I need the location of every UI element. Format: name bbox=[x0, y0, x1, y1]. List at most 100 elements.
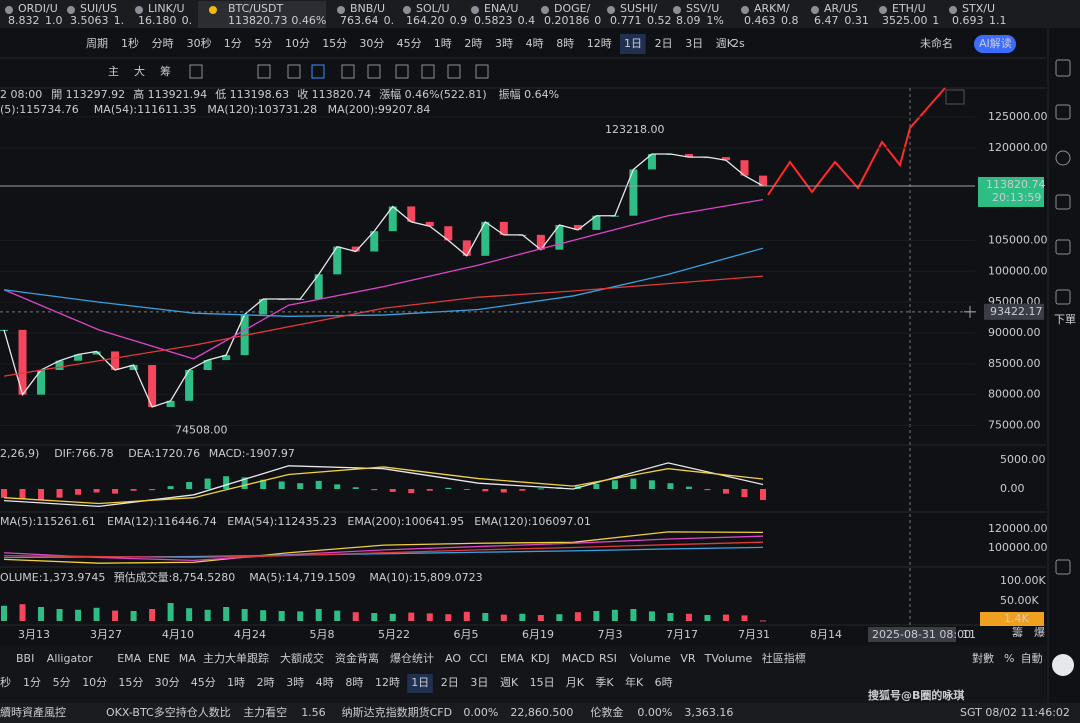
tool-icon[interactable] bbox=[447, 64, 461, 79]
period-button[interactable]: 2時 bbox=[464, 37, 482, 50]
ticker-symbol[interactable]: AR/US bbox=[824, 2, 858, 15]
tool-icon[interactable] bbox=[395, 64, 409, 79]
icon[interactable] bbox=[1055, 289, 1071, 305]
axis-tag[interactable]: 爆 bbox=[1034, 625, 1045, 639]
icon[interactable] bbox=[1055, 559, 1071, 575]
indicator-tool[interactable]: 大 bbox=[134, 64, 145, 78]
icon[interactable] bbox=[1055, 150, 1071, 166]
indicator-button[interactable]: ENE bbox=[148, 652, 170, 665]
timeframe-button[interactable]: 30分 bbox=[155, 676, 180, 689]
icon[interactable] bbox=[1055, 59, 1071, 77]
icon[interactable] bbox=[1055, 194, 1071, 210]
ticker-symbol[interactable]: STX/U bbox=[962, 2, 995, 15]
ticker-symbol[interactable]: BTC/USDT bbox=[228, 2, 284, 15]
ticker-symbol[interactable]: BNB/U bbox=[350, 2, 385, 15]
period-button[interactable]: 2日 bbox=[655, 37, 673, 50]
indicator-button[interactable]: Alligator bbox=[47, 652, 93, 665]
period-button[interactable]: 8時 bbox=[556, 37, 574, 50]
indicator-button[interactable]: Volume bbox=[630, 652, 671, 665]
timeframe-button[interactable]: 1分 bbox=[23, 676, 41, 689]
ai-label[interactable]: AI解读 bbox=[979, 36, 1012, 50]
indicator-button[interactable]: CCI bbox=[469, 652, 488, 665]
timeframe-button[interactable]: 12時 bbox=[375, 676, 400, 689]
ticker-symbol[interactable]: ETH/U bbox=[892, 2, 926, 15]
indicator-button[interactable]: BBI bbox=[16, 652, 34, 665]
tool-icon[interactable] bbox=[341, 64, 355, 79]
period-button[interactable]: 12時 bbox=[587, 37, 612, 50]
period-button[interactable]: 1時 bbox=[434, 37, 452, 50]
indicator-tool[interactable]: 筹 bbox=[160, 64, 171, 78]
period-button[interactable]: 30秒 bbox=[187, 36, 212, 50]
timeframe-button[interactable]: 8時 bbox=[345, 676, 363, 689]
timeframe-button[interactable]: 10分 bbox=[82, 676, 107, 689]
expand-icon[interactable] bbox=[945, 89, 965, 105]
ticker-symbol[interactable]: ARKM/ bbox=[754, 2, 790, 15]
assistant-icon[interactable] bbox=[1052, 654, 1074, 676]
timeframe-button[interactable]: 6時 bbox=[655, 676, 673, 689]
period-button[interactable]: 周期 bbox=[86, 37, 108, 50]
indicator-button[interactable]: 爆仓统计 bbox=[390, 651, 434, 665]
indicator-tool[interactable]: 主 bbox=[108, 65, 119, 78]
active-ticker[interactable] bbox=[198, 1, 326, 28]
period-button[interactable]: 週K bbox=[716, 37, 735, 50]
period-button[interactable]: 10分 bbox=[285, 37, 310, 50]
ai-button[interactable] bbox=[974, 35, 1016, 53]
ticker-symbol[interactable]: SSV/U bbox=[686, 2, 719, 15]
timeframe-button[interactable]: 季K bbox=[595, 676, 614, 689]
forecast-drawing[interactable] bbox=[767, 87, 946, 196]
period-button[interactable]: 分時 bbox=[152, 37, 174, 50]
icon[interactable] bbox=[1055, 104, 1071, 120]
indicator-button[interactable]: EMA bbox=[500, 652, 524, 665]
tool-icon[interactable] bbox=[421, 64, 435, 79]
indicator-button[interactable]: 主力大单跟踪 bbox=[203, 651, 269, 665]
layout-name[interactable]: 未命名 bbox=[920, 36, 953, 50]
timeframe-button[interactable]: 1日 bbox=[411, 676, 429, 689]
indicator-button[interactable]: 大额成交 bbox=[280, 651, 324, 665]
scale-option[interactable]: 對數 bbox=[972, 651, 994, 665]
ticker-symbol[interactable]: LINK/U bbox=[148, 2, 185, 15]
indicator-button[interactable]: MA bbox=[179, 652, 196, 665]
period-button[interactable]: 1分 bbox=[224, 37, 242, 50]
indicator-button[interactable]: 资金背离 bbox=[335, 651, 379, 665]
timeframe-button[interactable]: 3時 bbox=[286, 676, 304, 689]
indicator-button[interactable]: MACD bbox=[562, 652, 595, 665]
indicator-button[interactable]: RSI bbox=[599, 652, 617, 665]
period-button[interactable]: 15分 bbox=[322, 37, 347, 50]
timeframe-button[interactable]: 4時 bbox=[316, 676, 334, 689]
ticker-symbol[interactable]: ENA/U bbox=[484, 2, 518, 15]
timeframe-button[interactable]: 2日 bbox=[441, 676, 459, 689]
indicator-button[interactable]: KDJ bbox=[531, 652, 550, 665]
indicator-button[interactable]: AO bbox=[445, 652, 461, 665]
status-item[interactable]: 續時資產風控 bbox=[0, 705, 66, 719]
icon[interactable] bbox=[1055, 239, 1071, 255]
tool-icon[interactable] bbox=[475, 64, 489, 79]
timeframe-button[interactable]: 15日 bbox=[530, 676, 555, 689]
timeframe-button[interactable]: 1時 bbox=[227, 676, 245, 689]
timeframe-button[interactable]: 年K bbox=[625, 675, 644, 689]
axis-tag[interactable]: 籌 bbox=[1012, 626, 1023, 639]
ticker-symbol[interactable]: ORDI/U bbox=[18, 2, 58, 15]
timeframe-button[interactable]: 週K bbox=[500, 676, 519, 689]
timeframe-button[interactable]: 15分 bbox=[118, 676, 143, 689]
tool-icon[interactable] bbox=[257, 64, 271, 79]
period-button[interactable]: 30分 bbox=[359, 37, 384, 50]
period-button[interactable]: 45分 bbox=[397, 37, 422, 50]
period-button[interactable]: 3日 bbox=[685, 37, 703, 50]
period-button[interactable]: 1秒 bbox=[121, 36, 139, 50]
period-button[interactable]: 1日 bbox=[624, 37, 642, 50]
tool-icon[interactable] bbox=[189, 64, 203, 79]
timeframe-button[interactable]: 5分 bbox=[53, 676, 71, 689]
ticker-symbol[interactable]: SUSHI/ bbox=[620, 2, 658, 15]
ticker-symbol[interactable]: SUI/US bbox=[80, 2, 117, 15]
tool-icon[interactable] bbox=[287, 64, 301, 79]
timeframe-button[interactable]: 45分 bbox=[191, 676, 216, 689]
scale-option[interactable]: % bbox=[1004, 652, 1014, 665]
sidebar-order[interactable]: 下單 bbox=[1054, 313, 1076, 326]
ticker-symbol[interactable]: DOGE/ bbox=[554, 2, 591, 15]
timeframe-button[interactable]: 秒 bbox=[0, 675, 11, 689]
period-button[interactable]: 5分 bbox=[254, 37, 272, 50]
tool-icon[interactable] bbox=[367, 64, 381, 79]
timeframe-button[interactable]: 3日 bbox=[470, 676, 488, 689]
refresh-rate[interactable]: 2s bbox=[732, 37, 745, 50]
ticker-symbol[interactable]: SOL/U bbox=[416, 2, 450, 15]
